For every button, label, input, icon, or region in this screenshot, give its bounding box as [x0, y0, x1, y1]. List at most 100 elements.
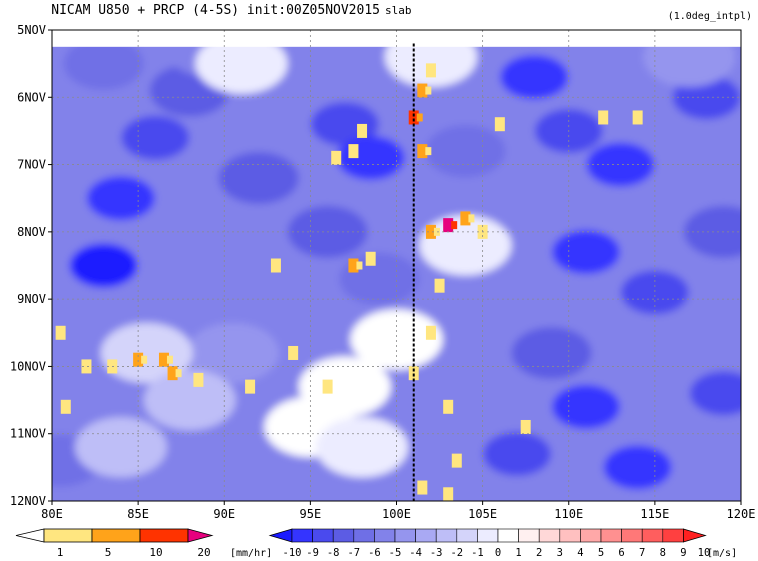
x-tick-label: 115E: [640, 507, 669, 521]
precip-cell: [193, 372, 204, 387]
no-data-band: [52, 30, 741, 47]
wind-colorbar-label: -8: [327, 547, 340, 559]
wind-colorbar-label: 8: [660, 547, 666, 559]
wind-colorbar-label: 3: [557, 547, 563, 559]
wind-colorbar-label: 6: [618, 547, 624, 559]
wind-cell: [689, 371, 741, 416]
wind-cell: [551, 230, 620, 275]
wind-colorbar-label: 10: [698, 547, 711, 559]
precip-cell: [443, 399, 454, 414]
precip-cell: [357, 123, 368, 138]
wind-cell: [121, 115, 190, 160]
wind-cell: [603, 445, 672, 490]
wind-cell: [511, 326, 592, 379]
precip-cell: [331, 150, 342, 165]
chart-title: NICAM U850 + PRCP (4-5S) init:00Z05NOV20…: [51, 3, 380, 18]
precip-cell: [598, 110, 609, 125]
precip-cell: [245, 379, 256, 394]
precip-cell: [443, 218, 454, 233]
wind-cell: [500, 55, 569, 100]
wind-colorbar-cell: [353, 528, 375, 543]
wind-colorbar-label: -1: [471, 547, 484, 559]
wind-colorbar-cell: [291, 528, 313, 543]
wind-unit-label: [m/s]: [707, 548, 737, 559]
precip-cell-edge: [141, 355, 148, 364]
x-tick-label: 80E: [41, 507, 63, 521]
precip-cell: [460, 211, 471, 226]
precip-cell: [408, 110, 419, 125]
y-tick-label: 6NOV: [17, 90, 46, 104]
wind-colorbar-label: -7: [347, 547, 360, 559]
precip-cell: [81, 359, 92, 374]
wind-cell: [483, 431, 552, 476]
wind-cell: [86, 176, 155, 221]
wind-colorbar-cell: [621, 528, 643, 543]
x-tick-label: 120E: [727, 507, 756, 521]
precip-colorbar: 1 5 10 20: [15, 528, 214, 559]
wind-colorbar-label: 7: [639, 547, 645, 559]
wind-colorbar-cell: [662, 528, 684, 543]
grid: [52, 30, 741, 501]
wind-cell: [186, 322, 279, 383]
wind-colorbar-cell: [580, 528, 602, 543]
precip-cell-edge: [166, 355, 173, 364]
x-tick-label: 95E: [300, 507, 322, 521]
x-axis: 80E 85E 90E 95E 100E 105E 110E 115E 120E: [41, 501, 755, 521]
precip-cell-edge: [425, 86, 432, 95]
precip-cell: [417, 144, 428, 159]
precip-cell: [494, 117, 505, 132]
precip-cell: [425, 63, 436, 78]
wind-colorbar-label: -5: [389, 547, 402, 559]
wind-colorbar-cell: [641, 528, 664, 543]
wind-colorbar-cell: [374, 528, 396, 543]
wind-colorbar-cell: [394, 528, 416, 543]
wind-colorbar-label: 9: [680, 547, 686, 559]
precip-cell: [348, 144, 359, 159]
wind-colorbar-cell: [456, 528, 478, 543]
wind-cell: [643, 46, 736, 87]
wind-cell: [69, 243, 138, 288]
wind-colorbar-label: 2: [536, 547, 542, 559]
precip-cell: [167, 366, 178, 381]
wind-field: [52, 46, 741, 501]
y-tick-label: 12NOV: [10, 494, 46, 508]
y-tick-label: 10NOV: [10, 359, 46, 373]
wind-colorbar-label: 5: [598, 547, 604, 559]
precip-cell-edge: [356, 261, 363, 270]
wind-cell: [336, 135, 405, 180]
wind-cell: [419, 215, 512, 276]
precip-cell: [55, 325, 66, 340]
wind-cell: [218, 152, 299, 205]
precip-cell: [417, 83, 428, 98]
wind-colorbar-label: 4: [577, 547, 583, 559]
wind-colorbar-cell: [477, 528, 499, 543]
wind-cell: [74, 417, 167, 478]
wind-cell: [350, 309, 443, 370]
precip-cell: [348, 258, 359, 273]
chart-subtitle: (1.0deg_intpl): [668, 11, 752, 22]
precip-colorbar-cell: [43, 528, 93, 543]
wind-colorbar-cell: [559, 528, 581, 543]
precip-cell: [270, 258, 281, 273]
precip-cell-edge: [416, 113, 423, 122]
wind-cell: [316, 417, 409, 478]
wind-colorbar-cell: [518, 528, 540, 543]
precip-unit-label: [mm/hr]: [230, 548, 272, 559]
precip-cell-edge: [425, 147, 432, 156]
precip-colorbar-label: 5: [105, 546, 112, 559]
precip-colorbar-label: 20: [197, 546, 210, 559]
y-axis: 5NOV 6NOV 7NOV 8NOV 9NOV 10NOV 11NOV 12NOV: [10, 23, 52, 508]
wind-cell: [425, 125, 506, 178]
wind-colorbar-label: 1: [515, 547, 521, 559]
precip-colorbar-high-arrow: [187, 528, 214, 543]
wind-colorbar-label: -2: [450, 547, 463, 559]
x-tick-label: 110E: [554, 507, 583, 521]
wind-colorbar-label: -9: [306, 547, 319, 559]
precip-cell: [632, 110, 643, 125]
x-tick-label: 105E: [468, 507, 497, 521]
precip-cell: [133, 352, 144, 367]
y-tick-label: 7NOV: [17, 158, 46, 172]
precip-cell: [434, 278, 445, 293]
precip-cell-edge: [433, 227, 440, 236]
